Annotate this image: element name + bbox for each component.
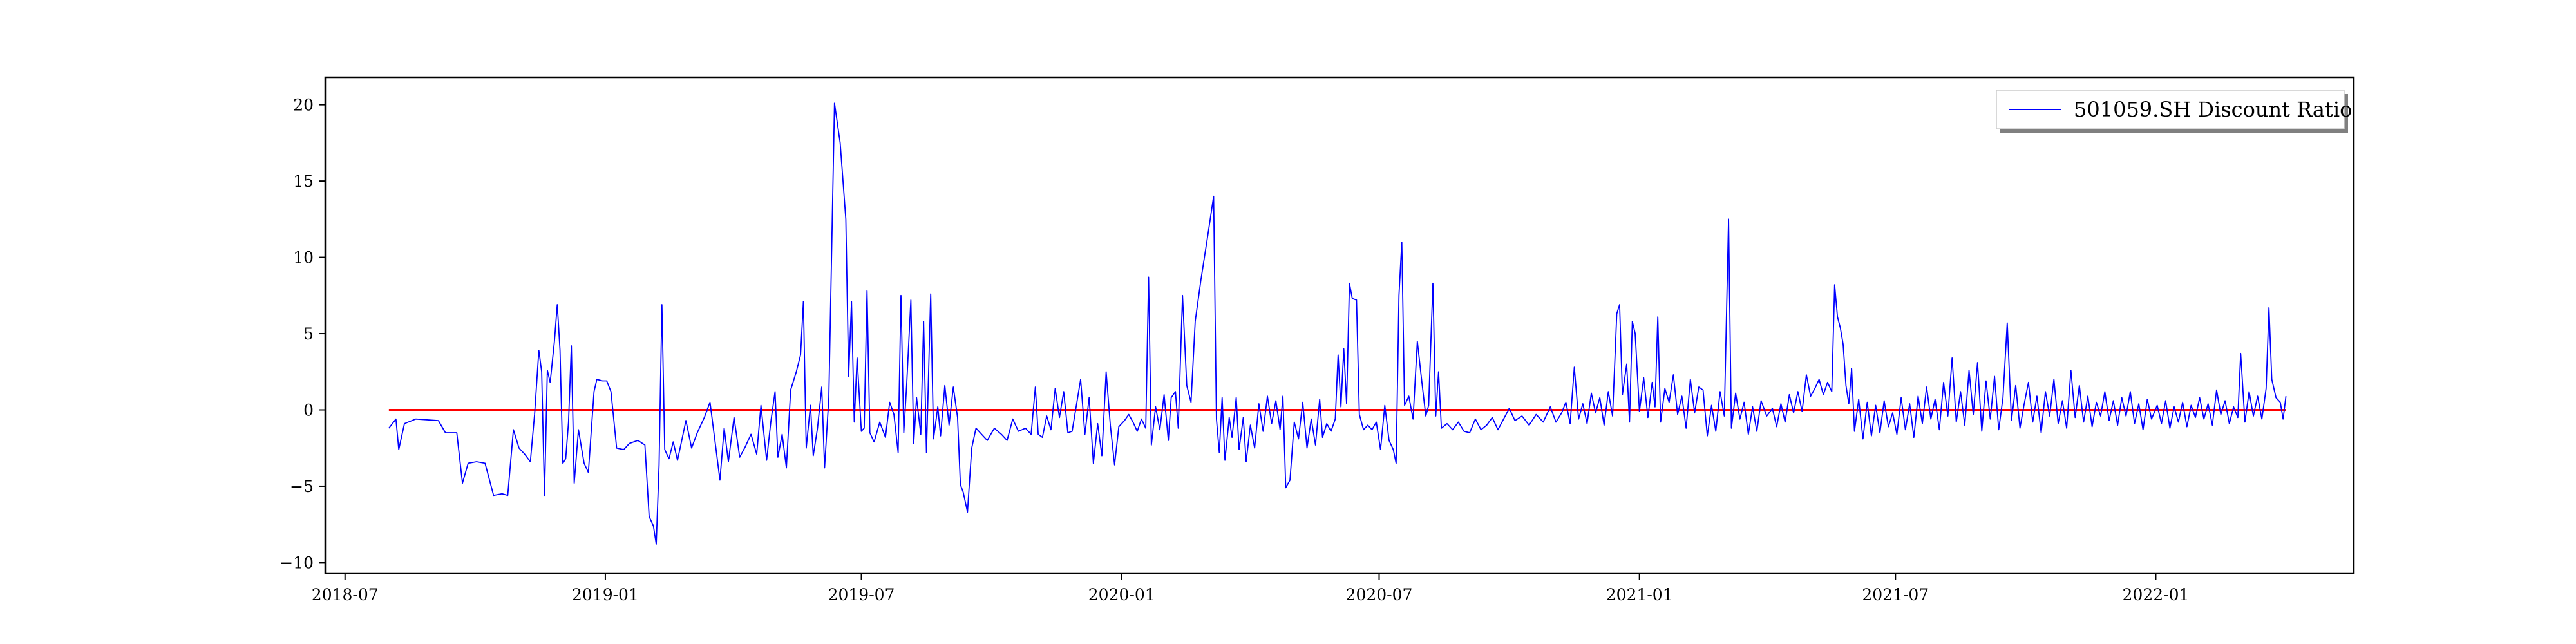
x-tick-label: 2020-07 (1346, 585, 1413, 604)
y-tick-label: −10 (279, 553, 314, 572)
x-tick-label: 2022-01 (2123, 585, 2190, 604)
y-tick-label: −5 (290, 477, 314, 496)
x-tick-label: 2021-07 (1862, 585, 1929, 604)
legend-label-discount-ratio: 501059.SH Discount Ratio (2074, 97, 2352, 122)
plot-area-frame (324, 76, 2355, 574)
y-axis-ticks: −10 −5 0 5 10 15 20 (279, 96, 325, 572)
y-tick-label: 10 (293, 249, 314, 267)
x-axis-ticks: 2018-07 2019-01 2019-07 2020-01 2020-07 2021-… (312, 573, 2190, 604)
x-tick-label: 2019-07 (828, 585, 895, 604)
x-tick-label: 2020-01 (1088, 585, 1155, 604)
x-tick-label: 2019-01 (572, 585, 639, 604)
legend: 501059.SH Discount Ratio (1996, 90, 2352, 133)
x-tick-label: 2021-01 (1606, 585, 1673, 604)
y-tick-label: 20 (293, 96, 314, 115)
y-tick-label: 15 (293, 172, 314, 191)
x-tick-label: 2018-07 (312, 585, 379, 604)
series-line-discount-ratio (388, 102, 2287, 545)
y-tick-label: 5 (303, 325, 314, 343)
y-tick-label: 0 (303, 401, 314, 419)
